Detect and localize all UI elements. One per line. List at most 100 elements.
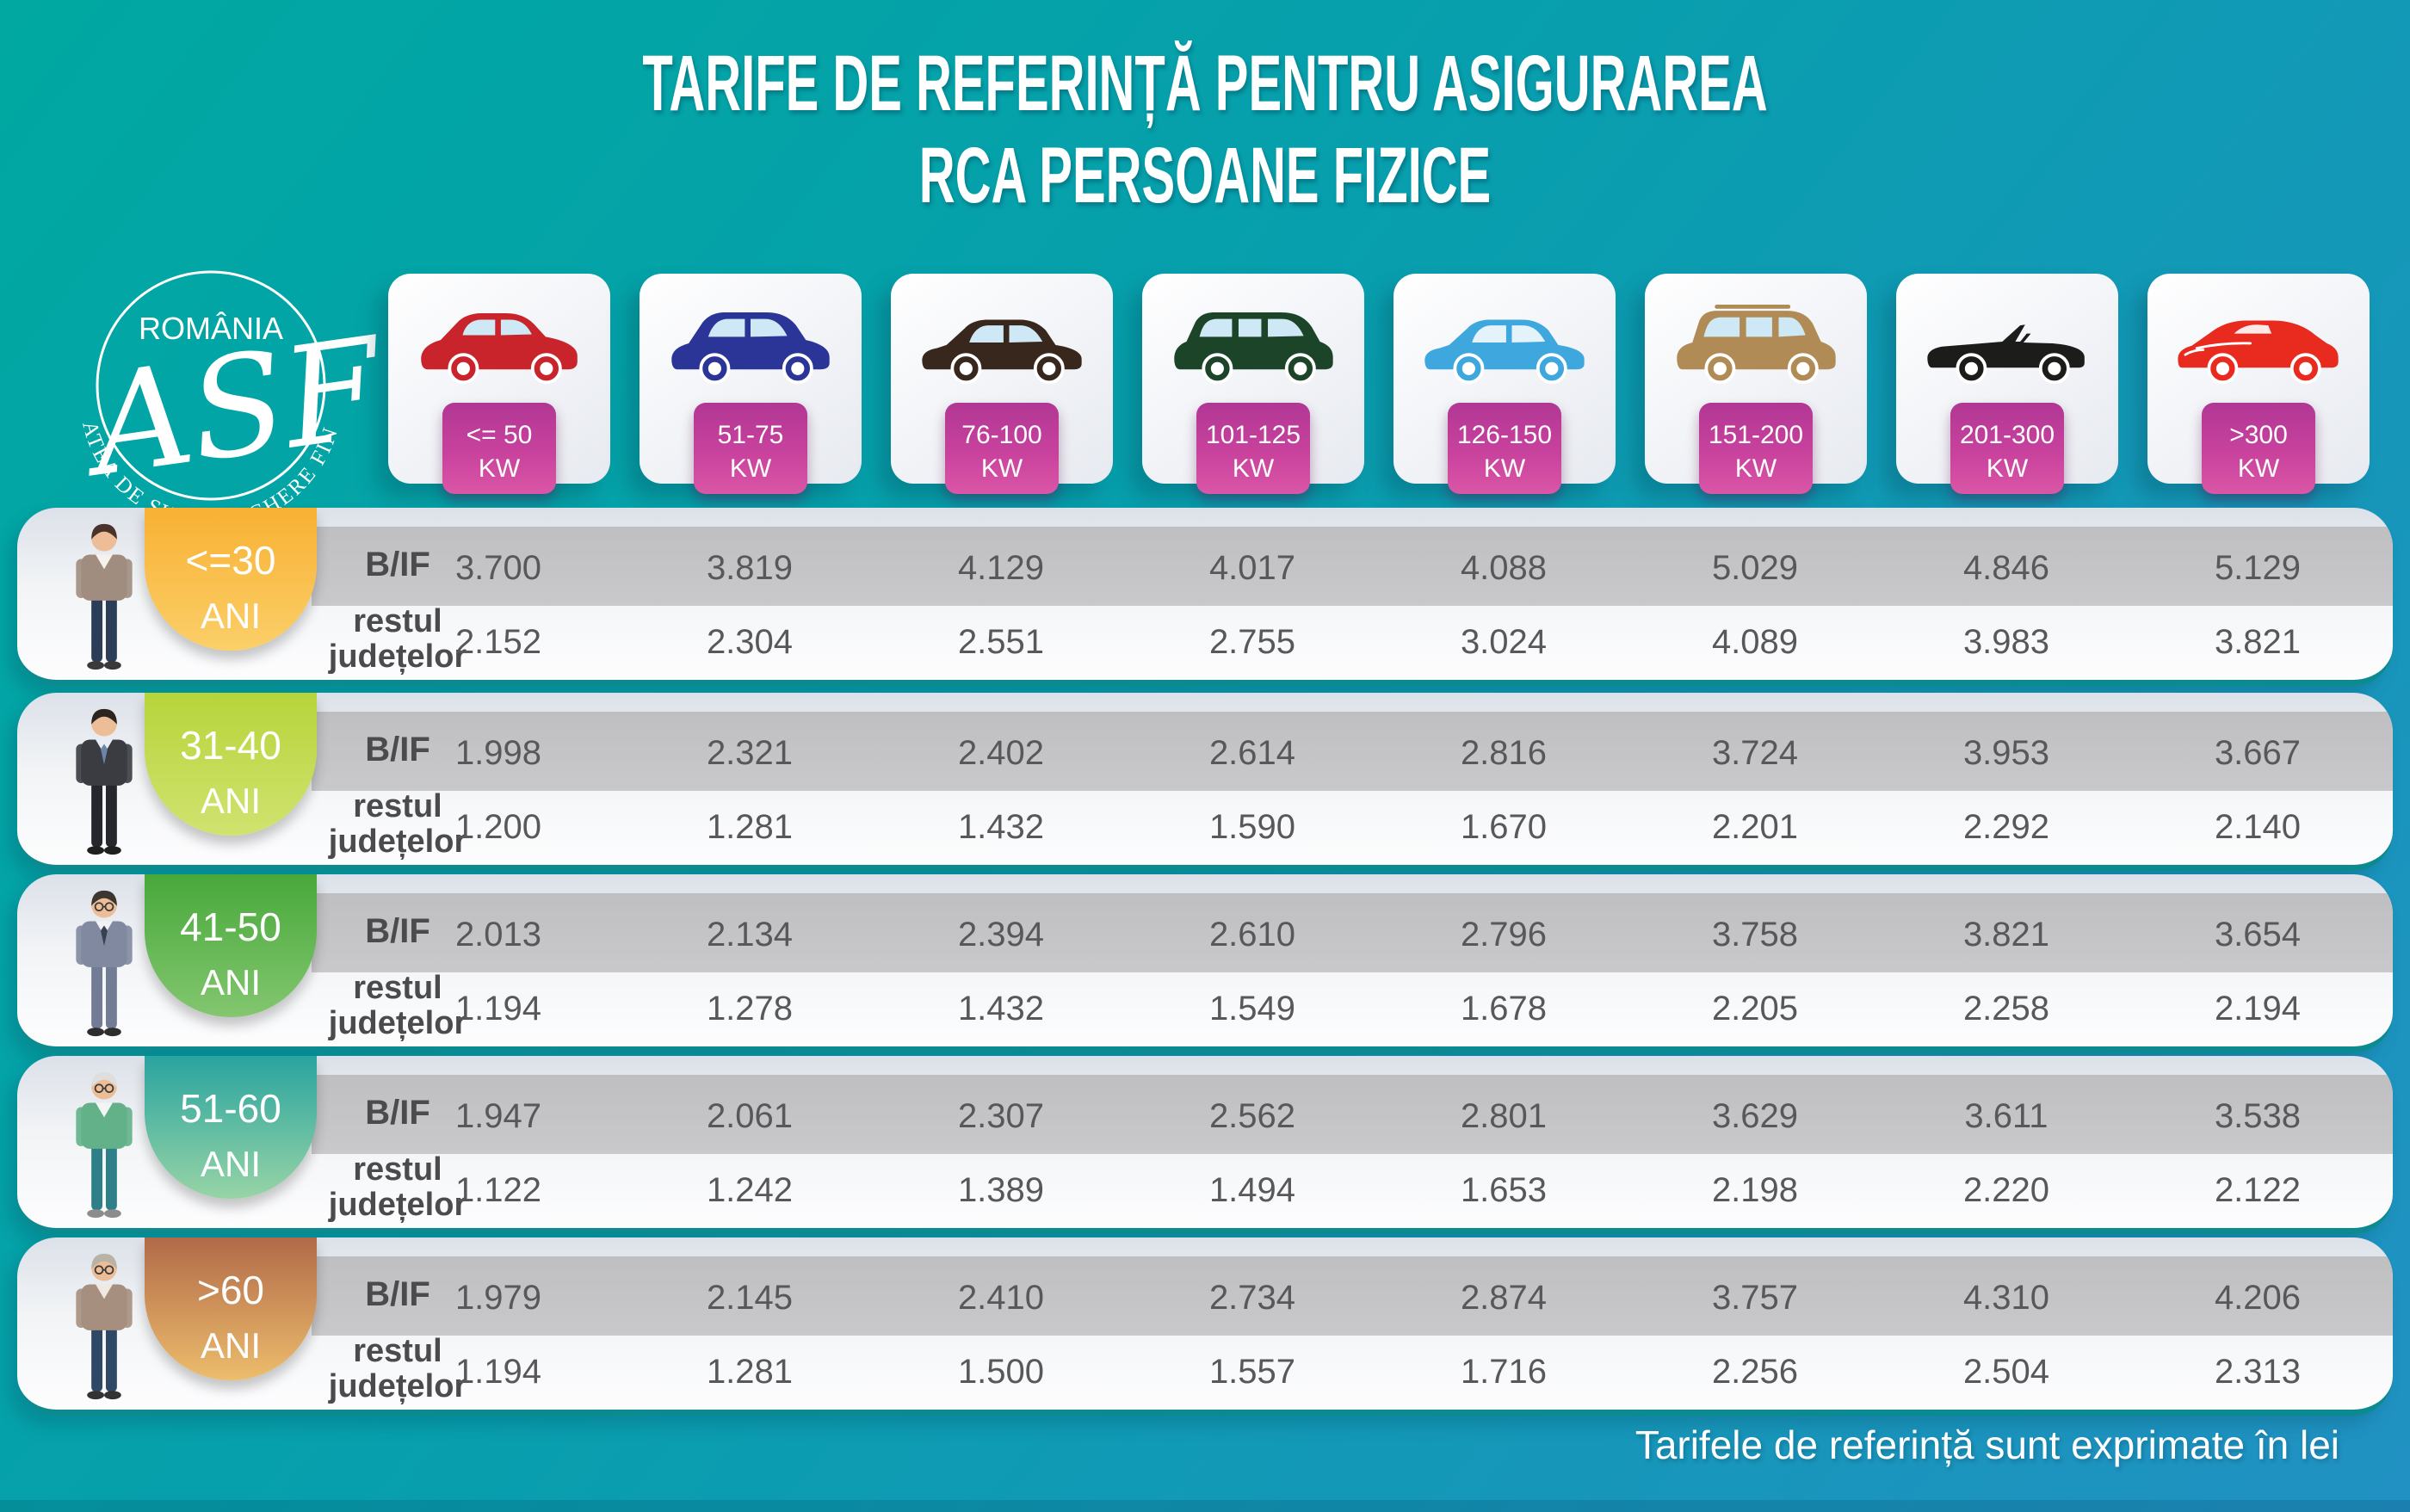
kw-unit: KW [1232, 454, 1275, 483]
tariff-bif-value: 3.953 [1962, 734, 2050, 772]
bif-band [312, 1075, 2393, 1154]
tariff-rest-value: 1.281 [706, 808, 794, 846]
tariff-rest-value: 2.194 [2214, 990, 2302, 1028]
rest-label: restul județelor [303, 603, 492, 675]
age-range: <=30 [185, 538, 276, 583]
tariff-bif-value: 2.402 [957, 734, 1045, 772]
sedan-car-icon [1424, 319, 1585, 385]
tariff-rest-value: 1.194 [454, 990, 542, 1028]
tariff-bif-value: 2.145 [706, 1279, 794, 1317]
tariff-bif-value: 1.979 [454, 1279, 542, 1317]
age-group-row-3: B/IF restul județelor 2.013 2.134 2.394 2.610 2… [17, 874, 2393, 1052]
tariff-rest-value: 1.557 [1208, 1353, 1296, 1391]
tariff-bif-value: 3.611 [1964, 1097, 2048, 1135]
power-category-card-1: <= 50 KW [388, 274, 610, 494]
kw-range-value: 126-150 [1456, 421, 1553, 449]
tariff-bif-value: 2.614 [1208, 734, 1296, 772]
logo-circle-icon [96, 270, 326, 501]
kw-range-value: 201-300 [1959, 421, 2055, 449]
bif-label: B/IF [365, 731, 430, 768]
bif-band [312, 1256, 2393, 1336]
power-category-card-7: 201-300 KW [1896, 274, 2118, 494]
power-category-header: <= 50 KW 51-75 KW 76-100 KW 101-125 KW 126-150 KW… [388, 274, 2370, 494]
tariff-rest-value: 1.432 [957, 808, 1045, 846]
power-category-card-3: 76-100 KW [891, 274, 1113, 494]
tariff-bif-value: 3.758 [1711, 916, 1799, 953]
kw-range-value: 76-100 [961, 421, 1042, 449]
rest-label-line2: județelor [328, 1368, 467, 1405]
tariff-bif-value: 4.017 [1208, 549, 1296, 587]
tariff-rest-value: 1.716 [1460, 1353, 1548, 1391]
bif-band [312, 893, 2393, 972]
bif-label: B/IF [365, 546, 430, 583]
tariff-rest-value: 1.670 [1460, 808, 1548, 846]
tariff-bif-value: 2.801 [1460, 1097, 1548, 1135]
bif-label: B/IF [365, 912, 430, 950]
power-category-card-8: >300 KW [2147, 274, 2370, 494]
tariff-rest-value: 1.200 [454, 808, 542, 846]
tariff-bif-value: 2.874 [1460, 1279, 1548, 1317]
rest-label: restul județelor [303, 970, 492, 1042]
tariff-bif-value: 3.757 [1711, 1279, 1799, 1317]
tariff-bif-value: 5.029 [1711, 549, 1799, 587]
tariff-rest-value: 4.089 [1711, 623, 1799, 661]
rest-label-line2: județelor [328, 1005, 467, 1042]
tariff-rest-value: 2.220 [1962, 1171, 2050, 1209]
sedan-car-icon [922, 319, 1082, 385]
bottom-strip [0, 1500, 2410, 1512]
person-icon [76, 708, 133, 855]
tariff-bif-value: 3.819 [706, 549, 794, 587]
bif-label: B/IF [365, 1094, 430, 1132]
tariff-bif-value: 2.796 [1460, 916, 1548, 953]
tariff-bif-value: 2.321 [706, 734, 794, 772]
page-title: TARIFE DE REFERINȚĂ PENTRU ASIGURAREA RC… [0, 38, 2410, 221]
power-category-card-4: 101-125 KW [1142, 274, 1364, 494]
age-group-row-1: B/IF restul județelor 3.700 3.819 4.129 4.017 4… [17, 508, 2393, 686]
tariff-rest-value: 2.201 [1711, 808, 1799, 846]
tariff-bif-value: 3.724 [1711, 734, 1799, 772]
asf-romania-logo: ROMÂNIA AUTORITATEA DE SUPRAVEGHERE FINA… [26, 231, 395, 533]
page-title-line1: TARIFE DE REFERINȚĂ PENTRU ASIGURAREA [642, 40, 1768, 127]
kw-range-tag: 51-75 KW [694, 403, 807, 494]
tariff-bif-value: 2.307 [957, 1097, 1045, 1135]
age-group-row-2: B/IF restul județelor 1.998 2.321 2.402 2.614 2… [17, 693, 2393, 871]
kw-unit: KW [2237, 454, 2280, 483]
power-category-card-5: 126-150 KW [1393, 274, 1616, 494]
age-range: >60 [196, 1268, 265, 1312]
tariff-rest-value: 2.304 [706, 623, 794, 661]
age-unit: ANI [200, 1144, 261, 1184]
bif-band [312, 712, 2393, 791]
bif-band [312, 527, 2393, 606]
tariff-bif-value: 3.629 [1711, 1097, 1799, 1135]
tariff-bif-value: 1.947 [454, 1097, 542, 1135]
person-icon [76, 890, 133, 1037]
tariff-rest-value: 1.549 [1208, 990, 1296, 1028]
tariff-rest-value: 2.140 [2214, 808, 2302, 846]
tariff-rest-value: 3.983 [1962, 623, 2050, 661]
tariff-rest-value: 2.256 [1711, 1353, 1799, 1391]
age-badge: <=30 ANI [145, 508, 317, 651]
age-badge: 41-50 ANI [145, 874, 317, 1017]
tariff-bif-value: 5.129 [2214, 549, 2302, 587]
tariff-bif-value: 3.700 [454, 549, 542, 587]
crossover-car-icon [671, 312, 830, 385]
power-category-card-2: 51-75 KW [640, 274, 862, 494]
age-unit: ANI [200, 596, 261, 636]
logo-country-text: ROMÂNIA [139, 311, 283, 346]
person-icon [76, 1253, 133, 1400]
tariff-bif-value: 4.846 [1962, 549, 2050, 587]
kw-range-tag: 151-200 KW [1699, 403, 1813, 494]
tariff-bif-value: 2.134 [706, 916, 794, 953]
tariff-rest-value: 2.551 [957, 623, 1045, 661]
tariff-bif-value: 3.538 [2214, 1097, 2302, 1135]
person-icon [76, 1071, 133, 1219]
rest-label-line2: județelor [328, 824, 467, 861]
tariff-rest-value: 2.198 [1711, 1171, 1799, 1209]
tariff-bif-value: 2.013 [454, 916, 542, 953]
tariff-bif-value: 2.562 [1208, 1097, 1296, 1135]
rest-label-line1: restul [353, 1333, 442, 1369]
age-unit: ANI [200, 1325, 261, 1366]
age-badge: 51-60 ANI [145, 1056, 317, 1199]
age-badge: >60 ANI [145, 1237, 317, 1380]
footer-note: Tarifele de referință sunt exprimate în … [1634, 1423, 2339, 1467]
